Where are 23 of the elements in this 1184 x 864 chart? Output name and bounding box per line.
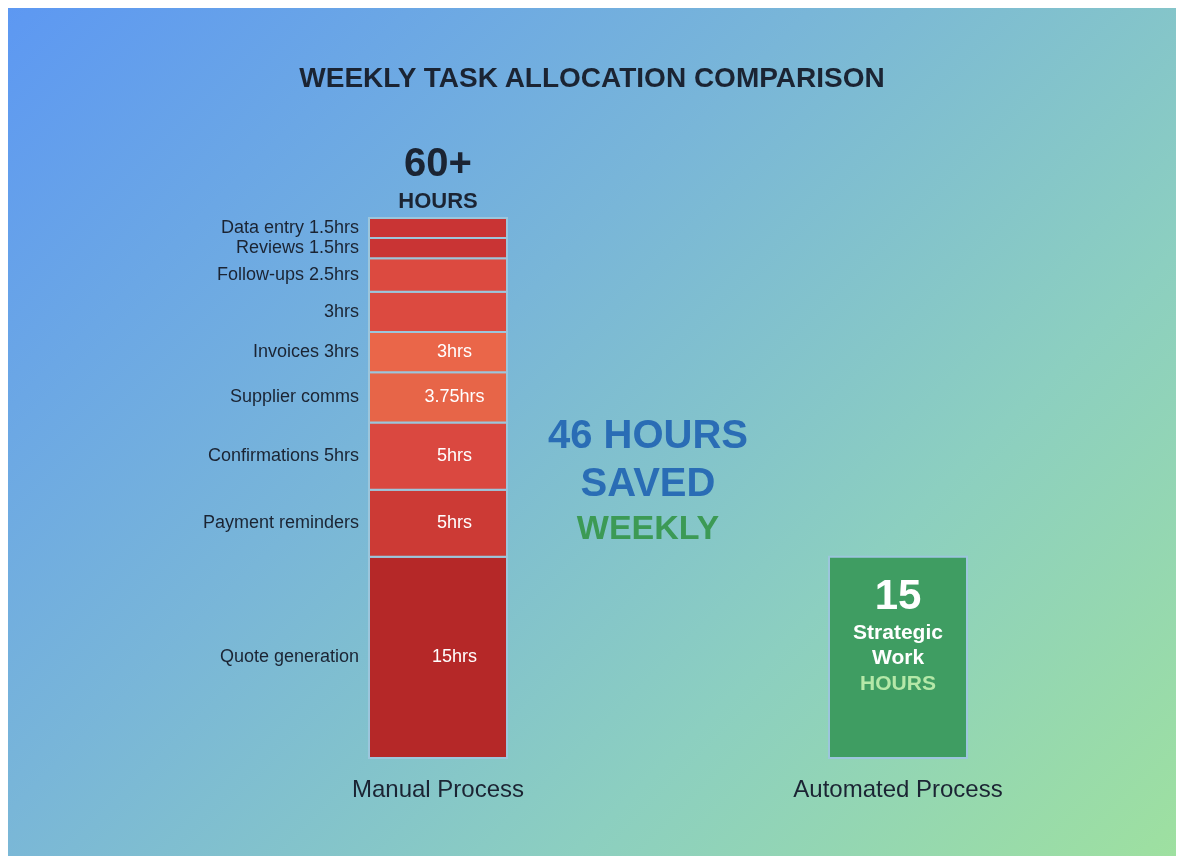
series-label: Supplier comms	[229, 386, 359, 407]
chart-title: WEEKLY TASK ALLOCATION COMPARISON	[298, 62, 886, 94]
data-label: 5hrs	[437, 444, 473, 465]
series-label: Follow-ups 2.5hrs	[216, 263, 359, 284]
total-label: 60+ HOURS	[398, 140, 478, 213]
data-label: 3hrs	[437, 340, 473, 361]
annotation: HOURS	[860, 670, 936, 694]
x-tick-label: Automated Process	[793, 775, 1003, 803]
data-label: 3.75hrs	[424, 386, 485, 407]
series-label: Confirmations 5hrs	[207, 444, 359, 465]
series-label: Reviews 1.5hrs	[235, 236, 359, 257]
annotation: Strategic Work	[853, 619, 944, 668]
annotation: 46 HOURS SAVED	[546, 411, 750, 506]
data-label: 5hrs	[437, 511, 473, 532]
series-label: Invoices 3hrs	[252, 340, 359, 361]
data-label: 15hrs	[432, 646, 478, 667]
annotation: WEEKLY	[575, 508, 721, 547]
series-label: Data entry 1.5hrs	[220, 216, 359, 237]
series-label: Quote generation	[219, 646, 359, 667]
series-label: 3hrs	[323, 300, 359, 321]
x-tick-label: Manual Process	[351, 775, 525, 803]
series-label: Payment reminders	[202, 511, 359, 532]
data-label: 15	[874, 570, 922, 618]
